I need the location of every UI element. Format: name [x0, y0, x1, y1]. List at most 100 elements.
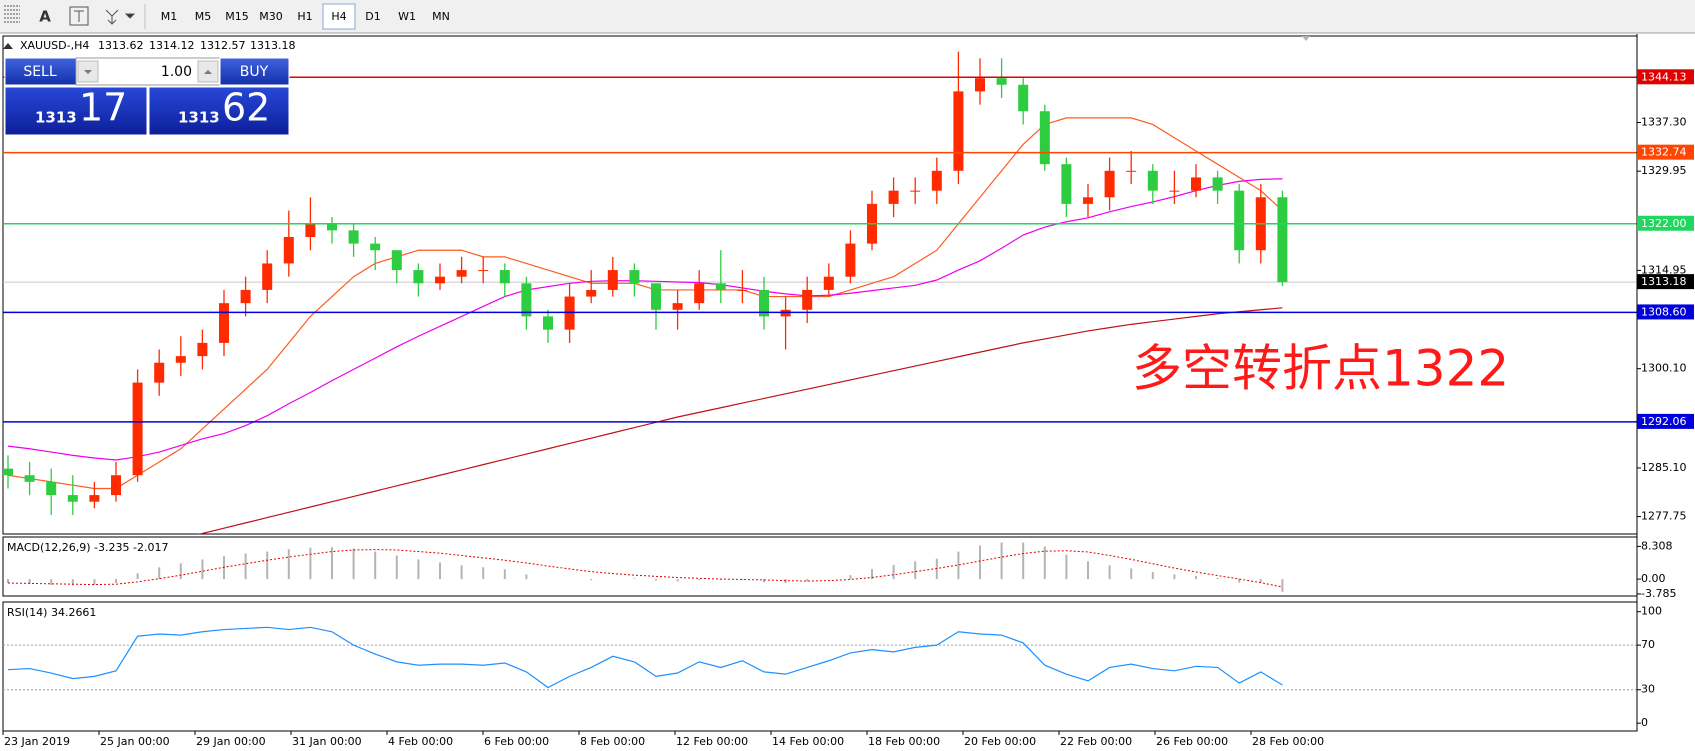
dropdown-arrow[interactable]: [124, 13, 136, 19]
candle-body: [1147, 170, 1158, 191]
level-label: 1308.60: [1641, 305, 1687, 318]
candle-body: [975, 78, 985, 92]
sell-price-pips: 17: [79, 86, 127, 130]
sell-price-big: 1313: [35, 109, 77, 127]
level-label-box: [1637, 413, 1694, 429]
x-tick-label: 22 Feb 00:00: [1060, 735, 1132, 748]
plot-area: 多空转折点1322 MACD(12,26,9) -3.235 -2.017 RSI(…: [3, 51, 1637, 691]
candle-body: [1277, 197, 1288, 283]
candle-body: [89, 495, 100, 502]
candle-body: [370, 243, 381, 251]
y-tick-label: 1285.10: [1641, 461, 1687, 474]
candle-body: [327, 223, 337, 231]
rsi-tick-label: 70: [1641, 638, 1655, 651]
rsi-tick-label: 100: [1641, 605, 1662, 618]
candle-body: [391, 250, 402, 271]
text-box-icon[interactable]: [69, 6, 89, 26]
buy-price-big: 1313: [178, 109, 220, 127]
candle-body: [1018, 84, 1029, 112]
timeframe-bar: M1 M5 M15 M30 H1 H4 D1 W1 MN: [161, 3, 450, 30]
buy-button[interactable]: [219, 57, 290, 86]
timeframe-label[interactable]: H4: [331, 10, 346, 23]
candle-body: [931, 170, 942, 191]
timeframe-label[interactable]: D1: [365, 10, 380, 23]
level-label: 1344.13: [1641, 70, 1687, 83]
candle-body: [219, 303, 229, 343]
timeframe-label[interactable]: MN: [432, 10, 450, 23]
timeframe-label[interactable]: W1: [398, 10, 416, 23]
macd-series: [7, 542, 1284, 592]
x-tick-label: 28 Feb 00:00: [1252, 735, 1324, 748]
timeframe-label[interactable]: M5: [195, 10, 212, 23]
chart-shift-marker: [1302, 36, 1310, 41]
candle-body: [823, 276, 834, 290]
buy-label[interactable]: BUY: [240, 64, 269, 80]
candle-body: [715, 283, 726, 290]
ohlc-high: 1314.12: [149, 39, 195, 52]
macd-tick-label: 8.308: [1641, 539, 1673, 552]
candle-body: [46, 481, 57, 496]
current-price-box: [1637, 274, 1694, 290]
toolbar-icons: [4, 4, 146, 29]
macd-signal: [7, 549, 1283, 588]
candle-body: [1212, 177, 1223, 191]
candle-body: [262, 263, 273, 290]
candle-body: [607, 270, 618, 290]
macd-tick-label: 0.00: [1641, 572, 1666, 585]
candle-body: [305, 223, 316, 237]
sell-button[interactable]: [4, 57, 77, 86]
candle-body: [111, 475, 121, 496]
candle-body: [1169, 190, 1180, 192]
candle-body: [910, 190, 921, 192]
y-tick-label: 1300.10: [1641, 362, 1687, 375]
buy-price-box[interactable]: [148, 86, 290, 136]
y-tick-label: 1277.75: [1641, 510, 1687, 523]
timeframe-label[interactable]: M30: [259, 10, 283, 23]
candle-body: [175, 356, 186, 363]
toolbar: [0, 0, 1695, 33]
sell-label[interactable]: SELL: [23, 64, 57, 80]
candle-body: [1126, 170, 1137, 172]
x-tick-label: 18 Feb 00:00: [868, 735, 940, 748]
candle-body: [737, 289, 748, 291]
timeframe-label[interactable]: H1: [297, 10, 312, 23]
candle-body: [283, 236, 294, 264]
candle-body: [1191, 177, 1201, 191]
candle-body: [24, 475, 35, 482]
arrows-icon[interactable]: [105, 9, 119, 25]
timeframe-button[interactable]: [322, 3, 356, 30]
rsi-line: [7, 626, 1283, 689]
text-box-glyph: [74, 10, 84, 22]
candle-body: [543, 316, 553, 330]
ohlc-close: 1313.18: [250, 39, 296, 52]
candle-body: [348, 230, 359, 244]
grid-icon[interactable]: [4, 5, 20, 23]
y-tick-label: 1329.95: [1641, 164, 1687, 177]
text-tool[interactable]: A: [39, 8, 51, 26]
candle-body: [629, 270, 640, 284]
candle-body: [651, 283, 661, 310]
lot-field[interactable]: [75, 57, 221, 86]
x-tick-label: 23 Jan 2019: [4, 735, 70, 748]
lot-value[interactable]: 1.00: [161, 64, 192, 80]
candle-body: [478, 270, 489, 272]
lot-down-arrow: [84, 70, 92, 74]
level-label-box: [1637, 304, 1694, 320]
candle-body: [1104, 170, 1115, 198]
candle-body: [759, 289, 769, 317]
candle-body: [3, 468, 13, 476]
macd-tick-label: -3.785: [1641, 587, 1676, 600]
moving-average: [197, 307, 1283, 534]
rsi-tick-label: 0: [1641, 716, 1648, 729]
sell-price-box[interactable]: [4, 86, 148, 136]
y-tick-label: 1314.95: [1641, 263, 1687, 276]
x-tick-label: 14 Feb 00:00: [772, 735, 844, 748]
timeframe-label[interactable]: M1: [161, 10, 178, 23]
candle-body: [996, 78, 1007, 85]
candle-body: [1083, 197, 1093, 204]
candle-body: [435, 276, 445, 284]
moving-average: [7, 178, 1283, 461]
timeframe-label[interactable]: M15: [225, 10, 249, 23]
ohlc-low: 1312.57: [200, 39, 246, 52]
x-tick-label: 8 Feb 00:00: [580, 735, 645, 748]
